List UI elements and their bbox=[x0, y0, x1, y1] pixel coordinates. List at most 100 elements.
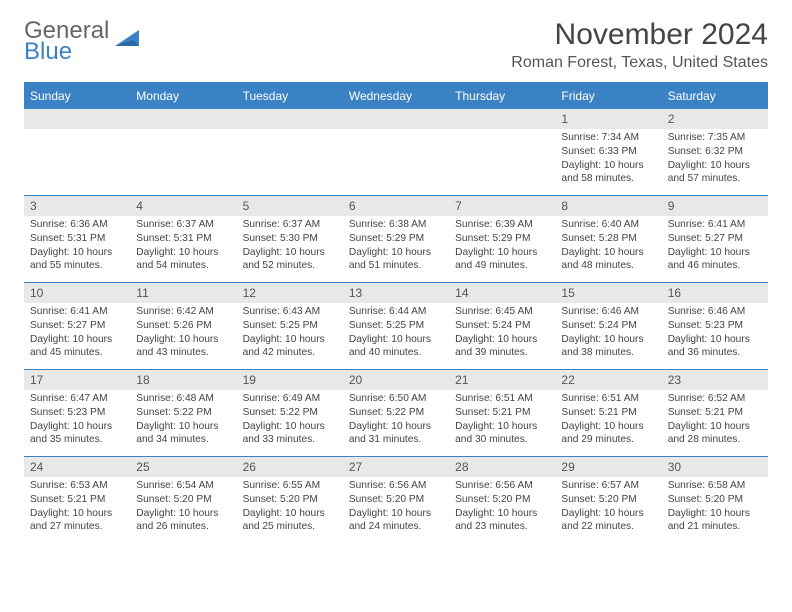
day-sr: Sunrise: 6:37 AM bbox=[136, 218, 230, 232]
day-cell: 28Sunrise: 6:56 AMSunset: 5:20 PMDayligh… bbox=[449, 457, 555, 543]
day-d2: and 30 minutes. bbox=[455, 433, 549, 447]
day-d1: Daylight: 10 hours bbox=[561, 333, 655, 347]
day-ss: Sunset: 5:23 PM bbox=[30, 406, 124, 420]
day-d1: Daylight: 10 hours bbox=[136, 507, 230, 521]
day-ss: Sunset: 5:30 PM bbox=[243, 232, 337, 246]
day-cell: 11Sunrise: 6:42 AMSunset: 5:26 PMDayligh… bbox=[130, 283, 236, 369]
day-cell: 8Sunrise: 6:40 AMSunset: 5:28 PMDaylight… bbox=[555, 196, 661, 282]
day-cell: 16Sunrise: 6:46 AMSunset: 5:23 PMDayligh… bbox=[662, 283, 768, 369]
day-content: Sunrise: 6:52 AMSunset: 5:21 PMDaylight:… bbox=[662, 390, 768, 451]
day-d2: and 23 minutes. bbox=[455, 520, 549, 534]
day-content: Sunrise: 6:41 AMSunset: 5:27 PMDaylight:… bbox=[24, 303, 130, 364]
day-ss: Sunset: 5:25 PM bbox=[349, 319, 443, 333]
day-header: Saturday bbox=[662, 84, 768, 108]
day-number: 25 bbox=[130, 457, 236, 477]
day-number: 2 bbox=[662, 109, 768, 129]
day-d2: and 43 minutes. bbox=[136, 346, 230, 360]
day-number: 15 bbox=[555, 283, 661, 303]
day-sr: Sunrise: 7:35 AM bbox=[668, 131, 762, 145]
day-cell: 17Sunrise: 6:47 AMSunset: 5:23 PMDayligh… bbox=[24, 370, 130, 456]
day-number: 16 bbox=[662, 283, 768, 303]
day-content bbox=[343, 129, 449, 135]
day-d2: and 54 minutes. bbox=[136, 259, 230, 273]
day-ss: Sunset: 5:20 PM bbox=[349, 493, 443, 507]
day-cell: 21Sunrise: 6:51 AMSunset: 5:21 PMDayligh… bbox=[449, 370, 555, 456]
day-d2: and 22 minutes. bbox=[561, 520, 655, 534]
day-d2: and 49 minutes. bbox=[455, 259, 549, 273]
logo: General Blue bbox=[24, 18, 143, 64]
day-ss: Sunset: 5:24 PM bbox=[561, 319, 655, 333]
day-content: Sunrise: 6:47 AMSunset: 5:23 PMDaylight:… bbox=[24, 390, 130, 451]
day-ss: Sunset: 5:31 PM bbox=[30, 232, 124, 246]
day-ss: Sunset: 5:26 PM bbox=[136, 319, 230, 333]
day-cell: 14Sunrise: 6:45 AMSunset: 5:24 PMDayligh… bbox=[449, 283, 555, 369]
day-header-row: SundayMondayTuesdayWednesdayThursdayFrid… bbox=[24, 84, 768, 108]
day-d1: Daylight: 10 hours bbox=[243, 420, 337, 434]
day-sr: Sunrise: 6:56 AM bbox=[349, 479, 443, 493]
day-sr: Sunrise: 6:41 AM bbox=[668, 218, 762, 232]
day-cell: 10Sunrise: 6:41 AMSunset: 5:27 PMDayligh… bbox=[24, 283, 130, 369]
day-sr: Sunrise: 6:41 AM bbox=[30, 305, 124, 319]
day-header: Thursday bbox=[449, 84, 555, 108]
day-d2: and 55 minutes. bbox=[30, 259, 124, 273]
day-ss: Sunset: 5:22 PM bbox=[243, 406, 337, 420]
day-number: 18 bbox=[130, 370, 236, 390]
day-number: 8 bbox=[555, 196, 661, 216]
day-d2: and 26 minutes. bbox=[136, 520, 230, 534]
day-ss: Sunset: 5:27 PM bbox=[30, 319, 124, 333]
logo-triangle-icon bbox=[115, 28, 143, 55]
day-d2: and 45 minutes. bbox=[30, 346, 124, 360]
day-sr: Sunrise: 6:45 AM bbox=[455, 305, 549, 319]
day-number: 26 bbox=[237, 457, 343, 477]
day-d1: Daylight: 10 hours bbox=[349, 246, 443, 260]
day-ss: Sunset: 5:31 PM bbox=[136, 232, 230, 246]
day-sr: Sunrise: 6:44 AM bbox=[349, 305, 443, 319]
day-ss: Sunset: 5:21 PM bbox=[30, 493, 124, 507]
day-ss: Sunset: 5:22 PM bbox=[349, 406, 443, 420]
day-number bbox=[130, 109, 236, 129]
day-number: 23 bbox=[662, 370, 768, 390]
week-row: 24Sunrise: 6:53 AMSunset: 5:21 PMDayligh… bbox=[24, 456, 768, 543]
day-number: 7 bbox=[449, 196, 555, 216]
day-header: Wednesday bbox=[343, 84, 449, 108]
day-cell: 22Sunrise: 6:51 AMSunset: 5:21 PMDayligh… bbox=[555, 370, 661, 456]
day-d2: and 58 minutes. bbox=[561, 172, 655, 186]
day-content: Sunrise: 6:44 AMSunset: 5:25 PMDaylight:… bbox=[343, 303, 449, 364]
day-number: 4 bbox=[130, 196, 236, 216]
day-content: Sunrise: 6:56 AMSunset: 5:20 PMDaylight:… bbox=[343, 477, 449, 538]
day-sr: Sunrise: 6:43 AM bbox=[243, 305, 337, 319]
day-content: Sunrise: 6:53 AMSunset: 5:21 PMDaylight:… bbox=[24, 477, 130, 538]
day-ss: Sunset: 5:20 PM bbox=[455, 493, 549, 507]
day-content: Sunrise: 6:46 AMSunset: 5:23 PMDaylight:… bbox=[662, 303, 768, 364]
day-cell: 6Sunrise: 6:38 AMSunset: 5:29 PMDaylight… bbox=[343, 196, 449, 282]
day-cell: 25Sunrise: 6:54 AMSunset: 5:20 PMDayligh… bbox=[130, 457, 236, 543]
day-number: 6 bbox=[343, 196, 449, 216]
day-number bbox=[449, 109, 555, 129]
day-sr: Sunrise: 6:53 AM bbox=[30, 479, 124, 493]
day-cell: 27Sunrise: 6:56 AMSunset: 5:20 PMDayligh… bbox=[343, 457, 449, 543]
day-content: Sunrise: 6:43 AMSunset: 5:25 PMDaylight:… bbox=[237, 303, 343, 364]
day-sr: Sunrise: 6:55 AM bbox=[243, 479, 337, 493]
day-d1: Daylight: 10 hours bbox=[561, 507, 655, 521]
day-ss: Sunset: 5:20 PM bbox=[136, 493, 230, 507]
day-ss: Sunset: 5:20 PM bbox=[668, 493, 762, 507]
day-cell: 18Sunrise: 6:48 AMSunset: 5:22 PMDayligh… bbox=[130, 370, 236, 456]
day-sr: Sunrise: 6:51 AM bbox=[561, 392, 655, 406]
day-content: Sunrise: 6:39 AMSunset: 5:29 PMDaylight:… bbox=[449, 216, 555, 277]
day-d1: Daylight: 10 hours bbox=[561, 420, 655, 434]
day-sr: Sunrise: 6:58 AM bbox=[668, 479, 762, 493]
day-d2: and 39 minutes. bbox=[455, 346, 549, 360]
day-sr: Sunrise: 6:40 AM bbox=[561, 218, 655, 232]
day-content: Sunrise: 6:37 AMSunset: 5:31 PMDaylight:… bbox=[130, 216, 236, 277]
day-sr: Sunrise: 6:46 AM bbox=[668, 305, 762, 319]
day-d2: and 34 minutes. bbox=[136, 433, 230, 447]
day-content bbox=[24, 129, 130, 135]
day-cell bbox=[24, 109, 130, 195]
day-content bbox=[237, 129, 343, 135]
day-d1: Daylight: 10 hours bbox=[455, 246, 549, 260]
day-number: 1 bbox=[555, 109, 661, 129]
day-header: Monday bbox=[130, 84, 236, 108]
day-content: Sunrise: 6:48 AMSunset: 5:22 PMDaylight:… bbox=[130, 390, 236, 451]
day-cell: 23Sunrise: 6:52 AMSunset: 5:21 PMDayligh… bbox=[662, 370, 768, 456]
day-content: Sunrise: 7:35 AMSunset: 6:32 PMDaylight:… bbox=[662, 129, 768, 190]
